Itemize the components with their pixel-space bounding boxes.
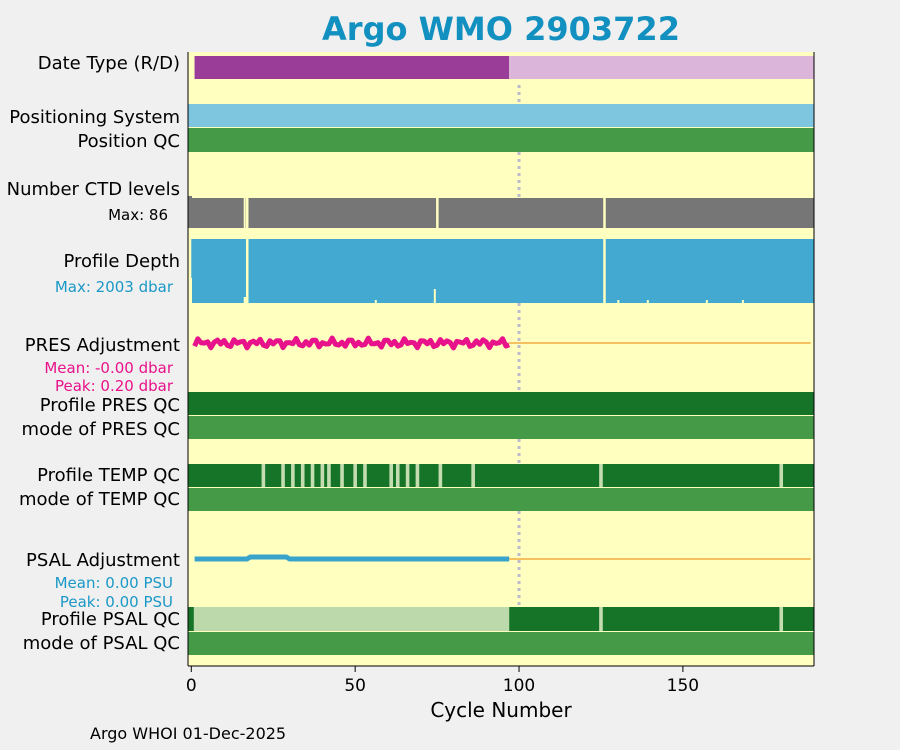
row-number-ctd-levels-start — [188, 196, 192, 228]
row-psal-adjustment-sublabel-0: Mean: 0.00 PSU — [55, 574, 173, 592]
row-pres-adjustment-series — [192, 335, 511, 351]
row-pres-adjustment-sublabel-0: Mean: -0.00 dbar — [44, 359, 174, 377]
x-tick-label-0: 0 — [186, 676, 197, 696]
row-profile-temp-qc-mark-8 — [353, 464, 357, 487]
row-profile-depth-bars — [191, 239, 815, 303]
row-profile-temp-qc-mark-15 — [471, 464, 475, 487]
row-positioning-system-segment-0 — [188, 104, 814, 127]
x-tick-label-1: 50 — [344, 676, 366, 696]
row-profile-depth-gap-1 — [603, 239, 606, 303]
row-profile-depth-notch-b — [433, 289, 436, 303]
row-profile-pres-qc-segment-0 — [188, 392, 814, 415]
row-profile-temp-qc-mark-10 — [389, 464, 394, 487]
row-number-ctd-levels-gap-1 — [436, 198, 439, 228]
row-profile-temp-qc-mark-9 — [363, 464, 367, 487]
row-profile-psal-qc-mark-1 — [779, 607, 784, 631]
row-profile-depth-tick-notch-0 — [374, 300, 377, 303]
row-profile-depth-notch-a — [243, 297, 247, 303]
row-mode-temp-qc-label: mode of TEMP QC — [19, 489, 180, 510]
x-axis-label: Cycle Number — [430, 698, 572, 722]
row-mode-pres-qc-label: mode of PRES QC — [22, 419, 180, 440]
row-profile-pres-qc-label: Profile PRES QC — [40, 395, 180, 416]
x-tick-label-2: 100 — [503, 676, 535, 696]
row-profile-temp-qc-base — [188, 464, 814, 487]
row-psal-adjustment-series — [194, 554, 510, 562]
row-profile-temp-qc-mark-11 — [395, 464, 400, 487]
row-date-type-segment-0 — [194, 56, 510, 79]
footer-credit: Argo WHOI 01-Dec-2025 — [90, 724, 287, 743]
row-profile-temp-qc-mark-1 — [281, 464, 285, 487]
row-profile-depth-label: Profile Depth — [63, 251, 180, 272]
row-position-qc-label: Position QC — [77, 131, 180, 152]
row-profile-temp-qc-mark-5 — [320, 464, 325, 487]
row-number-ctd-levels-label: Number CTD levels — [7, 179, 180, 200]
row-number-ctd-levels-bars — [191, 198, 815, 228]
row-profile-temp-qc-mark-4 — [310, 464, 315, 487]
row-profile-depth-start-notch — [188, 278, 192, 303]
row-profile-psal-qc-segment-1 — [193, 607, 510, 631]
row-profile-temp-qc-mark-12 — [405, 464, 410, 487]
row-date-type-label: Date Type (R/D) — [38, 53, 180, 74]
row-profile-temp-qc-mark-16 — [599, 464, 603, 487]
row-profile-temp-qc-mark-6 — [327, 464, 331, 487]
row-number-ctd-levels-notch — [243, 196, 246, 228]
row-pres-adjustment-label: PRES Adjustment — [25, 335, 180, 356]
row-mode-temp-qc-segment-0 — [188, 488, 814, 511]
row-profile-depth-gap-0 — [245, 239, 249, 303]
row-position-qc-segment-0 — [188, 128, 814, 152]
row-number-ctd-levels-gap-2 — [603, 198, 606, 228]
row-profile-depth-tick-notch-4 — [741, 300, 744, 303]
row-profile-temp-qc-mark-13 — [415, 464, 420, 487]
row-date-type-segment-1 — [509, 56, 814, 79]
plot-background — [188, 52, 814, 666]
row-profile-depth-tick-notch-1 — [617, 300, 620, 303]
row-psal-adjustment-sublabel-1: Peak: 0.00 PSU — [60, 593, 173, 611]
row-profile-temp-qc-mark-7 — [340, 464, 344, 487]
row-profile-temp-qc-mark-14 — [438, 464, 443, 487]
row-profile-psal-qc-mark-0 — [599, 607, 603, 631]
row-mode-pres-qc-segment-0 — [188, 416, 814, 439]
row-profile-depth-tick-notch-3 — [705, 300, 708, 303]
row-profile-psal-qc-label: Profile PSAL QC — [41, 609, 180, 630]
row-mode-psal-qc-segment-0 — [188, 632, 814, 655]
row-profile-temp-qc-mark-3 — [300, 464, 305, 487]
row-profile-psal-qc-segment-0 — [188, 607, 194, 631]
row-profile-depth-tick-notch-2 — [646, 300, 649, 303]
row-profile-depth-sublabel: Max: 2003 dbar — [55, 278, 174, 296]
row-positioning-system-label: Positioning System — [9, 107, 180, 128]
row-profile-psal-qc-segment-2 — [509, 607, 814, 631]
x-tick-label-3: 150 — [667, 676, 699, 696]
row-mode-psal-qc-label: mode of PSAL QC — [23, 633, 180, 654]
row-number-ctd-levels-sublabel: Max: 86 — [108, 206, 168, 224]
row-pres-adjustment-sublabel-1: Peak: 0.20 dbar — [55, 377, 174, 395]
chart-title: Argo WMO 2903722 — [322, 10, 680, 48]
row-number-ctd-levels-gap-0 — [245, 198, 249, 228]
row-profile-temp-qc-label: Profile TEMP QC — [37, 465, 180, 486]
row-profile-temp-qc-mark-2 — [291, 464, 295, 487]
row-profile-temp-qc-mark-0 — [261, 464, 266, 487]
row-psal-adjustment-label: PSAL Adjustment — [26, 550, 180, 571]
row-profile-temp-qc-mark-17 — [779, 464, 784, 487]
